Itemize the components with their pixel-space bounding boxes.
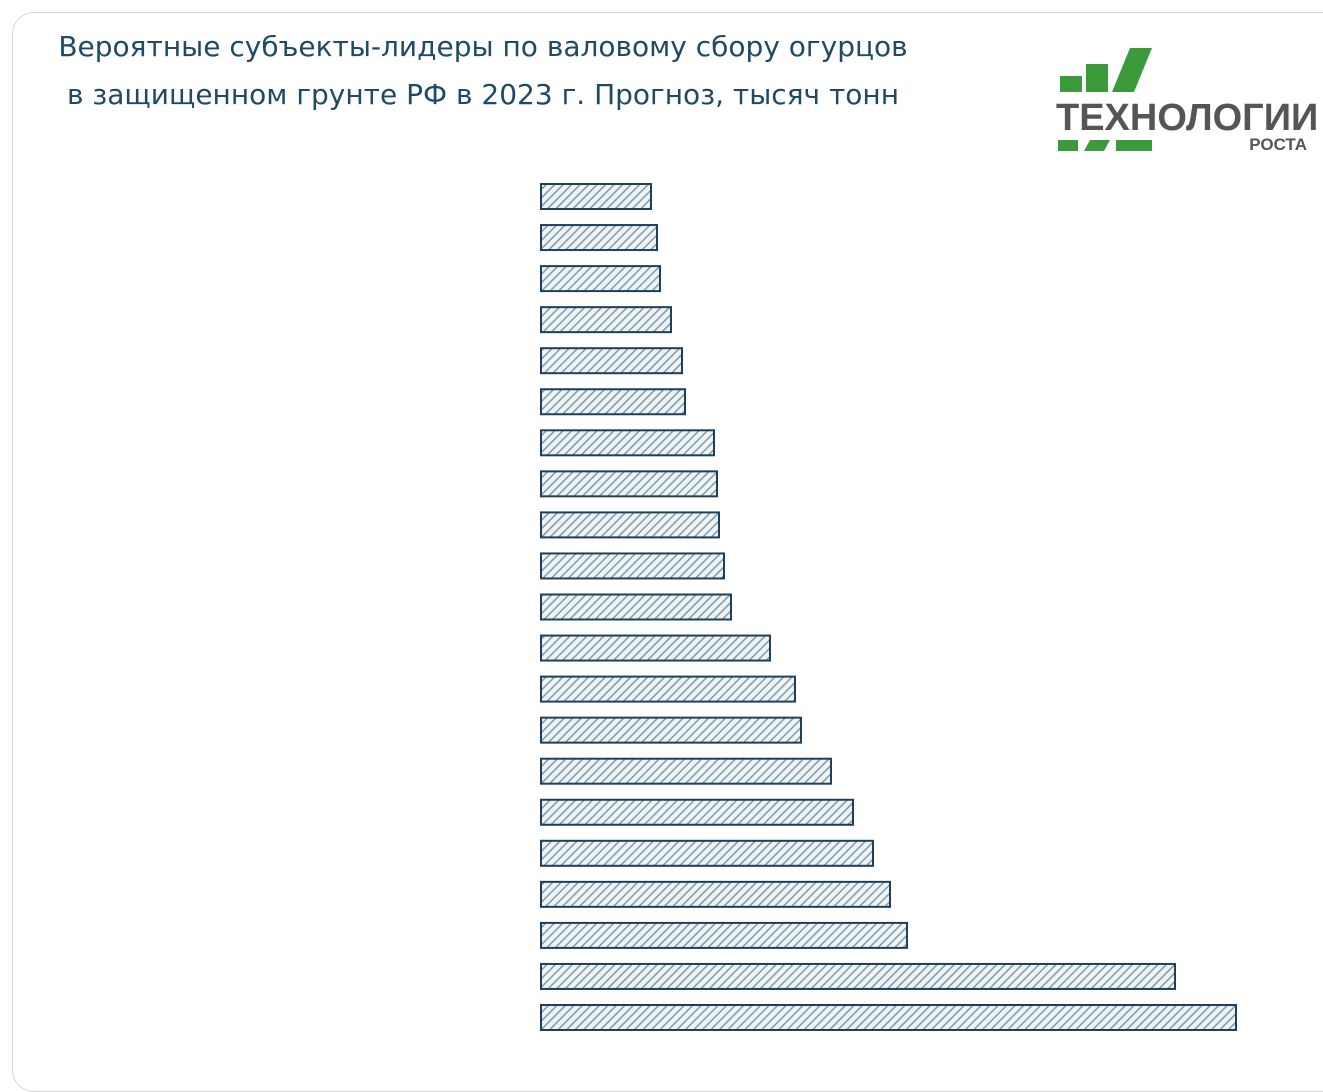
bar (540, 183, 652, 210)
bar (540, 716, 802, 744)
chart-title: Вероятные субъекты-лидеры по валовому сб… (58, 30, 907, 63)
bar (540, 634, 771, 662)
bar (540, 675, 796, 703)
bar (540, 1004, 1237, 1031)
bar (540, 306, 672, 334)
bar (540, 593, 732, 621)
bar (540, 757, 832, 785)
bar (540, 839, 874, 867)
bar (540, 962, 1176, 990)
bar (540, 798, 854, 826)
bar (540, 880, 891, 908)
bar (540, 347, 683, 375)
bar (540, 470, 718, 498)
logo: ТЕХНОЛОГИИ РОСТА (1056, 48, 1318, 154)
bar (540, 429, 715, 457)
bar (540, 552, 725, 580)
chart-title: в защищенном грунте РФ в 2023 г. Прогноз… (67, 78, 899, 111)
logo-text: ТЕХНОЛОГИИ (1056, 97, 1318, 139)
page: {"chart_data": {"type": "bar", "orientat… (12, 12, 1323, 1092)
bar (540, 388, 686, 416)
bar (540, 511, 720, 539)
bar (540, 265, 661, 293)
bar (540, 921, 908, 949)
chart: Вероятные субъекты-лидеры по валовому сб… (58, 30, 1318, 1031)
bar (540, 224, 658, 252)
logo-subtext: РОСТА (1249, 135, 1307, 154)
